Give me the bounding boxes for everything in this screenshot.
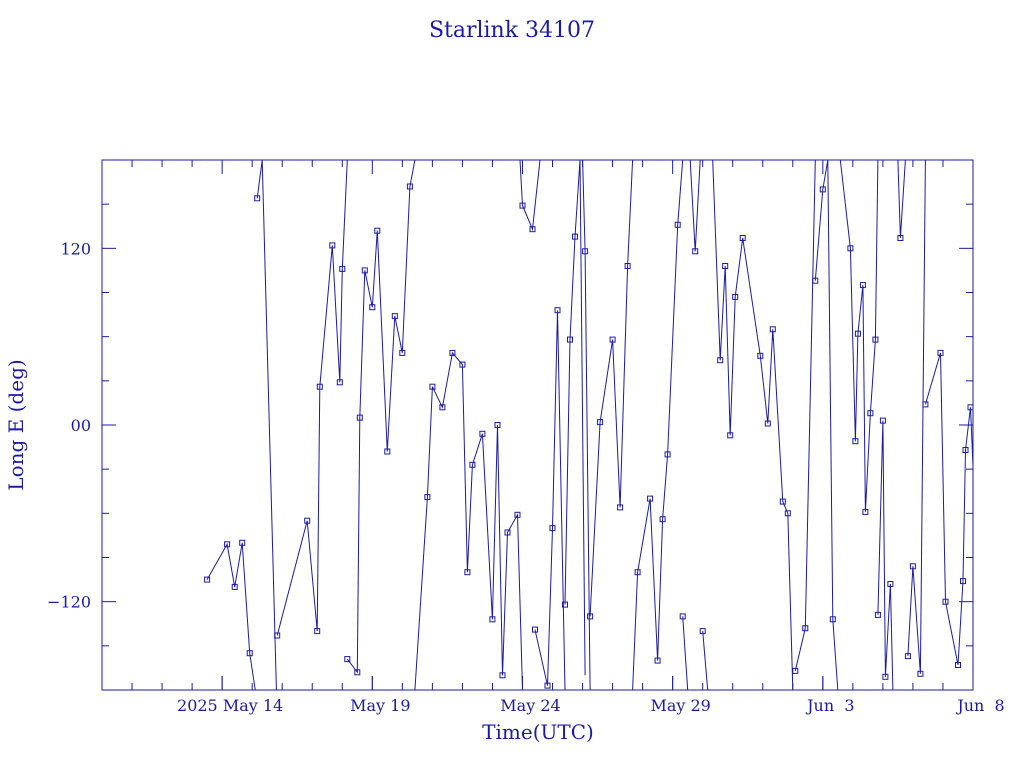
- x-tick-label: Jun 8: [955, 696, 1004, 715]
- x-axis-label: Time(UTC): [482, 720, 594, 744]
- y-axis: −120 00 120: [47, 203, 973, 647]
- series-0: [204, 160, 973, 690]
- data-point: [972, 522, 973, 529]
- y-tick-label: −120: [47, 593, 91, 612]
- plot-frame: [101, 159, 974, 691]
- series-line: [519, 160, 541, 232]
- series-line: [414, 351, 523, 690]
- series-line: [582, 160, 591, 690]
- series-line: [346, 160, 416, 674]
- series-line: [689, 160, 701, 252]
- series-line: [534, 310, 566, 690]
- data-point: [792, 667, 799, 674]
- series-line: [682, 616, 689, 690]
- series-line: [924, 352, 973, 666]
- series-line: [814, 160, 839, 690]
- series-line: [632, 160, 684, 690]
- series-line: [564, 160, 586, 676]
- series-line: [877, 420, 894, 690]
- x-tick-label: May 19: [350, 696, 410, 715]
- series-line: [712, 160, 794, 690]
- series-line: [839, 160, 879, 512]
- series-line: [276, 160, 348, 636]
- data-series: [204, 160, 973, 690]
- y-tick-label: 00: [71, 416, 91, 435]
- series-line: [907, 160, 926, 674]
- data-point: [922, 401, 929, 408]
- data-point: [344, 656, 351, 663]
- y-tick-label: 120: [60, 239, 91, 258]
- data-point: [274, 632, 281, 639]
- chart-title: Starlink 34107: [429, 18, 595, 43]
- series-line: [897, 160, 906, 239]
- data-point: [532, 626, 538, 633]
- x-tick-label: 2025 May 14: [177, 696, 283, 715]
- series-line: [702, 631, 709, 690]
- x-tick-label: May 24: [500, 696, 560, 715]
- y-axis-label: Long E (deg): [4, 359, 28, 490]
- x-tick-label: May 29: [650, 696, 710, 715]
- series-line: [206, 542, 256, 690]
- data-point: [204, 576, 211, 583]
- series-line: [589, 160, 634, 617]
- series-line: [256, 160, 277, 690]
- x-axis: 2025 May 14 May 19 May 24 May 29 Jun 3 Jun 8: [131, 160, 1005, 715]
- x-tick-label: Jun 3: [805, 696, 854, 715]
- series-line: [794, 160, 816, 672]
